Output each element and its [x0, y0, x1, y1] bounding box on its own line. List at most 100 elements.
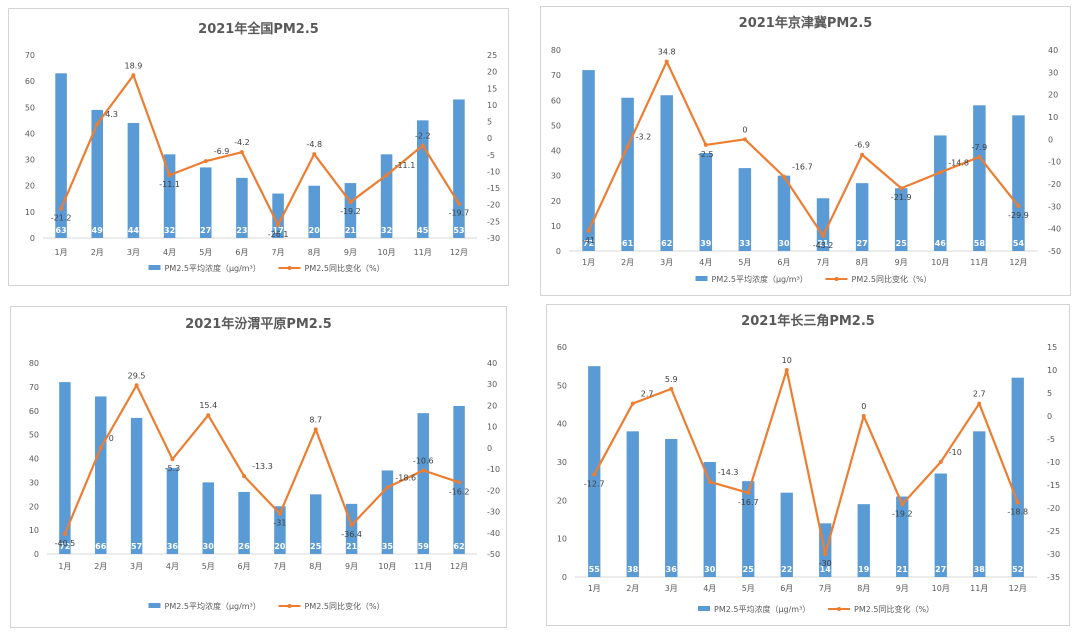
line-value-label: -10.6 [413, 456, 434, 465]
bar-value-label: 30 [203, 542, 215, 551]
legend-bar-label: PM2.5平均浓度（μg/m³） [165, 601, 261, 611]
line-point [1016, 204, 1021, 209]
line-value-label: -16.7 [792, 163, 813, 172]
line-value-label: 2.7 [641, 390, 654, 399]
bar-value-label: 26 [239, 542, 251, 551]
y-left-tick-label: 10 [29, 526, 39, 535]
line-point [131, 73, 136, 78]
chart-svg: 2021年长三角PM2.50102030405060-35-30-25-20-1… [557, 313, 1060, 614]
x-tick-label: 6月 [238, 562, 251, 571]
x-tick-label: 3月 [665, 584, 678, 593]
bar-8月 [855, 183, 869, 251]
line-point [900, 502, 905, 507]
line-point [242, 474, 247, 479]
y-left-tick-label: 40 [551, 147, 561, 156]
line-value-label: -12.7 [584, 479, 605, 488]
line-value-label: 0 [742, 125, 747, 134]
x-tick-label: 4月 [163, 248, 176, 257]
x-tick-label: 10月 [377, 248, 395, 257]
y-left-tick-label: 80 [29, 359, 39, 368]
x-tick-label: 4月 [166, 562, 179, 571]
legend-line-label: PM2.5同比变化（%） [854, 604, 934, 614]
line-point [277, 511, 282, 516]
line-value-label: -6.9 [214, 147, 230, 156]
bar-value-label: 21 [817, 239, 829, 248]
line-point [385, 485, 390, 490]
line-point [312, 152, 317, 157]
x-tick-label: 9月 [344, 248, 357, 257]
line-value-label: -7.9 [972, 143, 988, 152]
legend-line-marker [834, 277, 839, 281]
line-point [669, 386, 674, 391]
y-right-tick-label: -50 [1048, 247, 1061, 256]
bar-11月 [417, 413, 429, 554]
y-right-tick-label: -5 [1047, 435, 1055, 444]
bar-5月 [199, 167, 212, 238]
bar-12月 [453, 99, 465, 238]
bar-11月 [973, 105, 986, 252]
line-point [703, 142, 708, 147]
legend-line-label: PM2.5同比变化（%） [305, 263, 385, 273]
y-right-tick-label: -25 [1047, 527, 1060, 536]
line-value-label: -5.3 [165, 464, 181, 473]
y-right-tick-label: 5 [1047, 389, 1052, 398]
bar-value-label: 21 [897, 565, 909, 574]
legend-bar-label: PM2.5平均浓度（μg/m³） [712, 274, 808, 284]
line-point [457, 480, 462, 485]
line-point [899, 186, 904, 191]
x-tick-label: 4月 [703, 584, 716, 593]
bar-5月 [738, 168, 752, 251]
line-value-label: -40.5 [55, 539, 76, 548]
x-tick-label: 3月 [660, 258, 673, 267]
bar-6月 [236, 177, 248, 238]
bar-value-label: 45 [417, 226, 429, 235]
y-right-tick-label: 30 [487, 380, 497, 389]
line-value-label: -21.9 [891, 193, 912, 202]
y-left-tick-label: 50 [551, 121, 561, 130]
bar-value-label: 20 [309, 226, 321, 235]
legend: PM2.5平均浓度（μg/m³） PM2.5同比变化（%） [148, 601, 385, 611]
bar-value-label: 35 [382, 542, 394, 551]
y-right-tick-label: 0 [1047, 412, 1052, 421]
line-point [313, 427, 318, 432]
line-value-label: -14.3 [718, 468, 739, 477]
line-value-label: -4.2 [234, 138, 250, 147]
bar-5月 [742, 481, 755, 577]
bar-value-label: 32 [164, 226, 175, 235]
bar-10月 [934, 473, 947, 577]
y-left-tick-label: 10 [557, 535, 567, 544]
bar-4月 [699, 153, 713, 251]
x-tick-label: 7月 [273, 562, 286, 571]
y-left-tick-label: 60 [551, 96, 561, 105]
line-point [746, 490, 751, 495]
line-value-label: -36.4 [341, 530, 362, 539]
line-value-label: -26.1 [268, 230, 289, 239]
x-tick-label: 7月 [272, 248, 285, 257]
y-left-tick-label: 0 [556, 247, 561, 256]
legend-bar-swatch [695, 276, 708, 281]
bar-12月 [1011, 377, 1024, 577]
bar-value-label: 21 [345, 226, 357, 235]
line-value-label: -11.1 [159, 180, 180, 189]
line-point [784, 368, 789, 372]
line-series [593, 368, 1019, 556]
x-tick-label: 12月 [1009, 584, 1027, 593]
x-tick-label: 1月 [55, 248, 68, 257]
bar-value-label: 32 [381, 226, 392, 235]
line-point [707, 479, 712, 484]
line-point [938, 460, 943, 464]
line-point [592, 472, 597, 477]
line-point [420, 143, 425, 148]
bar-value-label: 27 [200, 226, 211, 235]
x-tick-label: 1月 [582, 258, 595, 267]
x-tick-label: 2月 [91, 248, 104, 257]
bar-value-label: 46 [935, 239, 947, 248]
line-point [977, 401, 982, 406]
x-tick-label: 8月 [857, 584, 870, 593]
line-point [206, 413, 211, 418]
bar-value-label: 21 [346, 542, 358, 551]
line-point [59, 206, 64, 211]
line-value-label: -43.2 [813, 241, 834, 250]
bar-value-label: 25 [896, 239, 908, 248]
line-point [1015, 500, 1020, 505]
